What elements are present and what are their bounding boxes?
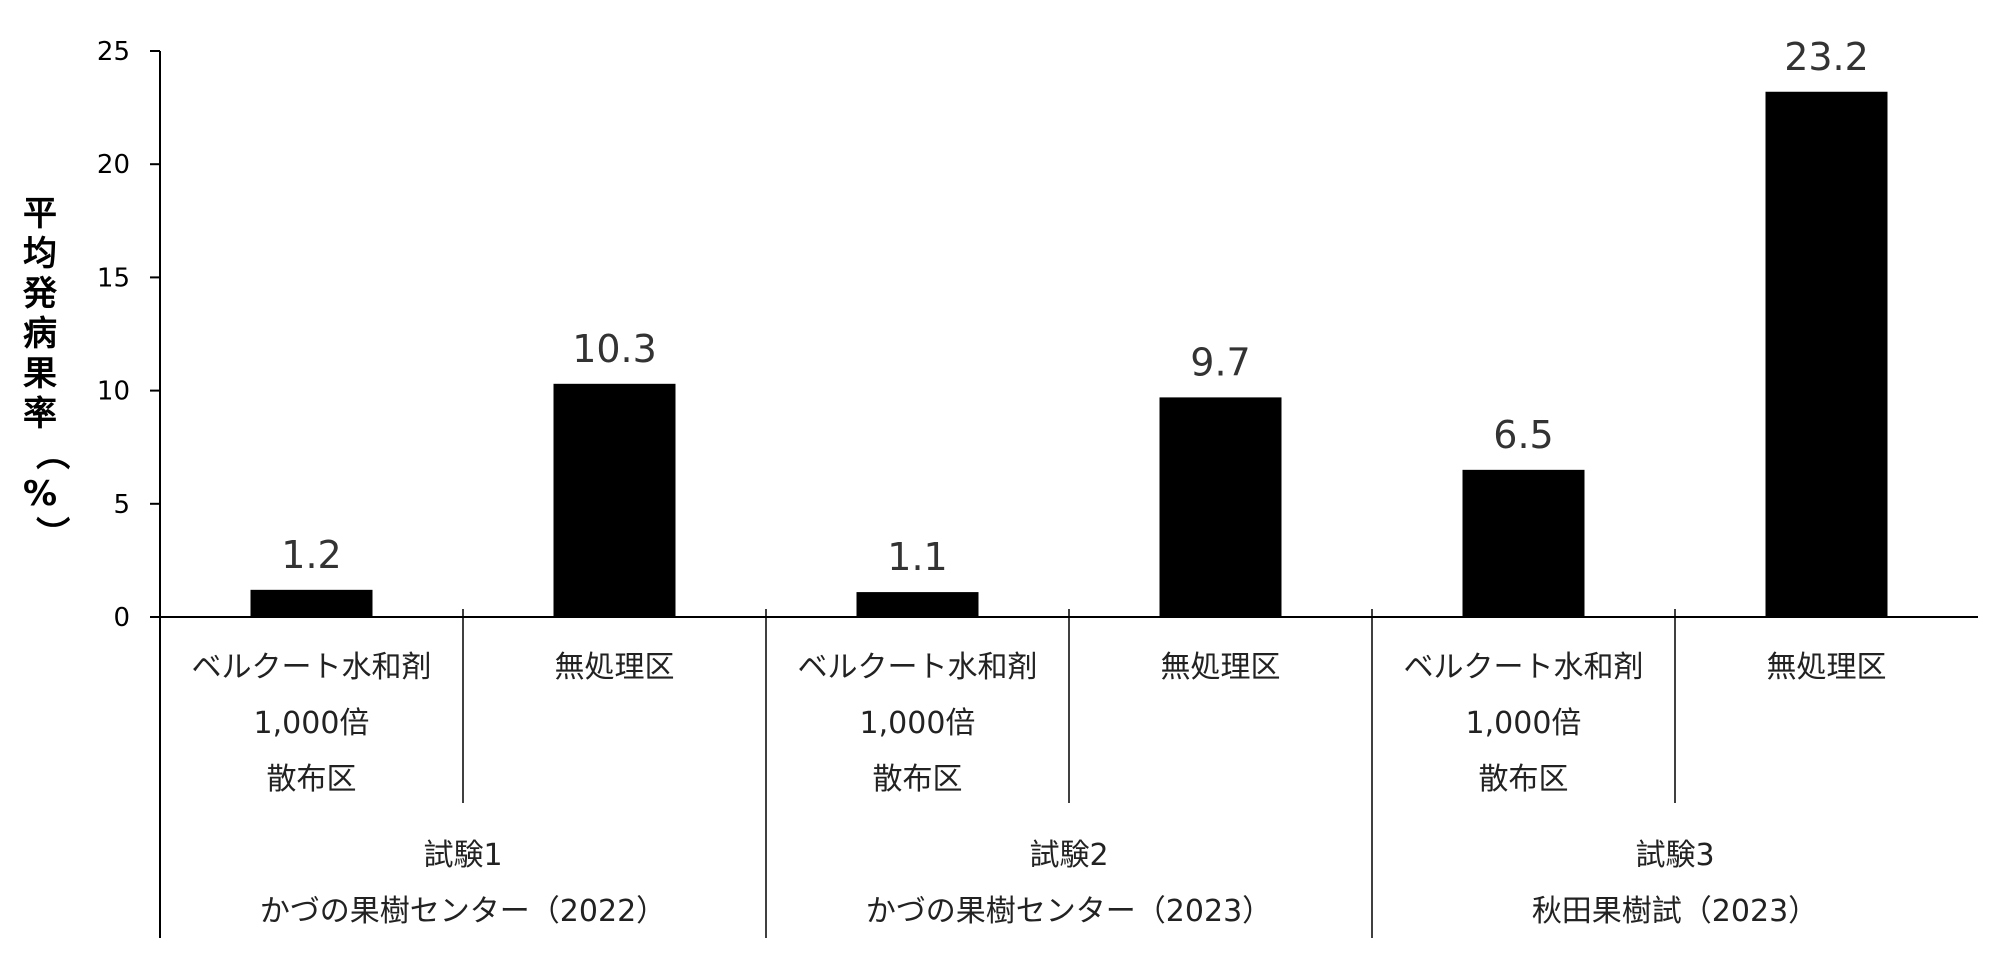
- category-label: 1,000倍: [860, 706, 976, 741]
- y-axis-label-char: 平: [23, 194, 57, 234]
- group-label-trial: 試験3: [1635, 838, 1714, 873]
- category-label: 無処理区: [1767, 650, 1887, 685]
- bar: [1462, 469, 1585, 617]
- y-axis-label-char: %: [23, 474, 57, 514]
- category-label: 散布区: [873, 762, 963, 797]
- group-label-trial: 試験2: [1029, 838, 1108, 873]
- y-axis-label-char: 均: [23, 234, 57, 274]
- data-label: 23.2: [1784, 35, 1869, 79]
- category-label: 1,000倍: [254, 706, 370, 741]
- y-axis-label-char: ）: [31, 516, 71, 550]
- y-axis-label-char: 発: [23, 274, 58, 314]
- y-tick-label: 10: [97, 377, 130, 407]
- data-labels: 1.2 10.3 1.1 9.7 6.5 23.2: [281, 35, 1869, 579]
- bar: [553, 383, 676, 617]
- category-label: 散布区: [267, 762, 357, 797]
- y-tick-label: 15: [97, 263, 130, 293]
- category-label: 1,000倍: [1466, 706, 1582, 741]
- y-axis-label-char: （: [31, 436, 71, 470]
- group-label-site: かづの果樹センター（2023）: [866, 894, 1272, 929]
- y-tick-label: 20: [97, 150, 130, 180]
- category-label: 無処理区: [555, 650, 675, 685]
- bar: [856, 592, 979, 617]
- category-label: ベルクート水和剤: [192, 650, 432, 685]
- y-axis-label-char: 率: [23, 394, 57, 434]
- group-labels: 試験1 かづの果樹センター（2022） 試験2 かづの果樹センター（2023） 試験3 秋…: [260, 838, 1818, 929]
- data-label: 1.2: [281, 533, 341, 577]
- y-tick-label: 0: [113, 603, 130, 633]
- group-label-site: かづの果樹センター（2022）: [260, 894, 666, 929]
- data-label: 1.1: [887, 535, 947, 579]
- y-tick-label: 25: [97, 37, 130, 67]
- category-label: ベルクート水和剤: [798, 650, 1038, 685]
- bar: [1765, 91, 1888, 617]
- category-label: 無処理区: [1161, 650, 1281, 685]
- y-axis-label-char: 果: [23, 354, 57, 394]
- data-label: 10.3: [572, 327, 657, 371]
- category-label: 散布区: [1479, 762, 1569, 797]
- bar: [250, 589, 373, 617]
- group-label-site: 秋田果樹試（2023）: [1532, 894, 1818, 929]
- data-label: 9.7: [1190, 340, 1250, 384]
- y-tick-label: 5: [113, 490, 130, 520]
- y-axis-label-char: 病: [23, 314, 57, 354]
- axes: [159, 51, 1978, 938]
- bars: [250, 91, 1888, 617]
- group-label-trial: 試験1: [423, 838, 502, 873]
- category-label: ベルクート水和剤: [1404, 650, 1644, 685]
- data-label: 6.5: [1493, 413, 1553, 457]
- y-axis-ticks: 0 5 10 15 20 25: [97, 37, 160, 633]
- bar: [1159, 397, 1282, 617]
